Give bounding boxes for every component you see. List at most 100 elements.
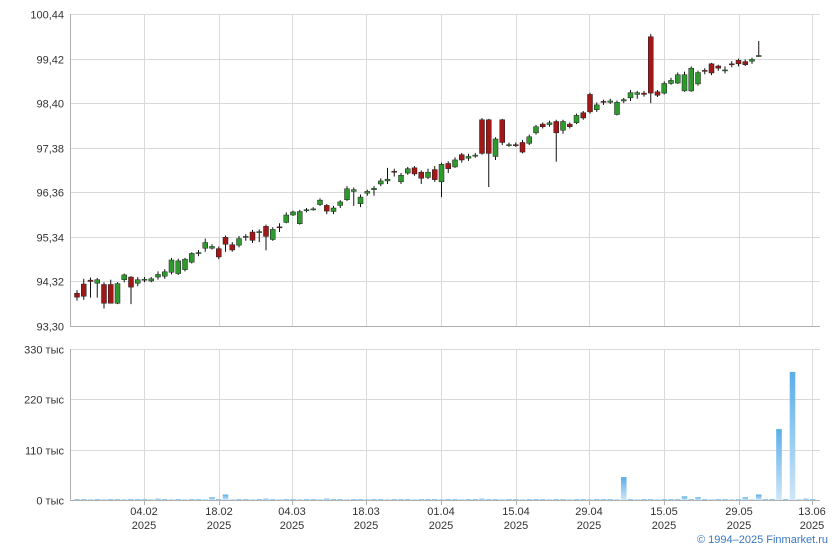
candle-up: [627, 92, 634, 99]
volume-bar: [256, 499, 263, 501]
volume-bar: [310, 499, 317, 501]
volume-bar: [695, 497, 701, 500]
candle-up: [472, 154, 478, 157]
candle-up: [290, 211, 296, 216]
candle-down: [513, 144, 519, 146]
candle-down: [486, 119, 492, 154]
candle-up: [303, 209, 310, 212]
x-tick-day-label: 18.02: [205, 506, 233, 518]
candle-up: [722, 69, 728, 72]
x-tick-day-label: 01.04: [427, 506, 455, 518]
candle-down: [729, 63, 735, 66]
candle-down: [391, 171, 397, 173]
volume-bar: [776, 429, 782, 500]
candle-down: [263, 226, 269, 237]
candle-down: [229, 244, 235, 251]
x-tick-day-label: 13.06: [798, 506, 826, 518]
volume-y-tick-label: 220 тыс: [24, 395, 64, 407]
candle-down: [641, 92, 647, 95]
x-tick-year-label: 2025: [577, 520, 601, 532]
volume-bar: [431, 499, 438, 501]
volume-bar: [782, 499, 789, 501]
volume-bar: [620, 477, 627, 500]
candle-up: [283, 214, 289, 223]
volume-bar: [661, 499, 668, 501]
candle-up: [573, 115, 580, 124]
candle-down: [249, 231, 256, 241]
x-tick-year-label: 2025: [652, 520, 676, 532]
volume-bar: [755, 494, 762, 500]
volume-bar: [263, 498, 269, 500]
candle-down: [735, 60, 742, 65]
volume-bar: [114, 499, 121, 501]
candle-up: [162, 271, 168, 277]
candle-down: [587, 94, 593, 113]
volume-bar: [222, 494, 229, 500]
volume-bar: [80, 499, 87, 501]
volume-bar: [674, 499, 681, 501]
candle-up: [405, 168, 411, 174]
volume-bar: [155, 498, 161, 500]
x-tick-day-label: 29.05: [725, 506, 753, 518]
candle-up: [330, 207, 337, 212]
volume-bar: [371, 499, 377, 501]
volume-bar: [701, 499, 708, 501]
volume-bar: [573, 499, 580, 501]
price-y-tick-label: 99,42: [36, 55, 64, 67]
volume-bar: [74, 499, 80, 501]
volume-bar: [445, 499, 452, 501]
candle-up: [749, 59, 755, 62]
candle-down: [742, 61, 748, 65]
volume-bar: [506, 499, 512, 501]
candle-up: [560, 121, 566, 131]
candle-up: [141, 278, 148, 281]
price-y-tick-label: 98,40: [36, 99, 64, 111]
candle-down: [540, 123, 546, 127]
copyright-text[interactable]: © 1994–2025 Finmarket.ru: [696, 534, 828, 546]
volume-bar: [580, 499, 587, 501]
candle-down: [715, 65, 721, 69]
candle-up: [594, 104, 600, 110]
volume-bar: [404, 499, 411, 501]
candle-down: [411, 167, 418, 175]
x-tick-day-label: 04.02: [130, 506, 158, 518]
volume-bar: [94, 499, 101, 501]
volume-bar: [647, 499, 654, 501]
volume-bar: [269, 499, 276, 501]
candle-down: [499, 119, 505, 143]
volume-bar: [337, 499, 344, 501]
volume-bar: [357, 499, 364, 501]
volume-bar: [600, 499, 607, 501]
candle-down: [553, 121, 559, 134]
candle-down: [600, 101, 607, 103]
candle-up: [695, 72, 701, 85]
volume-bar: [452, 499, 458, 501]
candle-up: [297, 211, 303, 224]
x-tick-year-label: 2025: [727, 520, 751, 532]
candle-up: [526, 136, 532, 144]
volume-bar: [472, 499, 479, 501]
candle-down: [418, 171, 424, 179]
candle-down: [654, 91, 661, 96]
volume-bar: [681, 496, 688, 500]
volume-bar: [290, 499, 296, 501]
candle-up: [182, 258, 188, 270]
candle-down: [445, 163, 451, 169]
candle-down: [276, 226, 283, 229]
candle-down: [216, 248, 222, 258]
volume-bar: [526, 499, 533, 501]
volume-bar: [553, 499, 560, 501]
price-y-tick-label: 95,34: [36, 233, 64, 245]
candle-up: [317, 199, 323, 205]
candle-up: [634, 92, 640, 95]
volume-bar: [209, 497, 215, 500]
volume-bar: [803, 498, 809, 500]
volume-bar: [377, 499, 384, 501]
candle-up: [148, 278, 154, 282]
x-tick-day-label: 15.04: [502, 506, 530, 518]
volume-y-tick-label: 0 тыс: [36, 496, 64, 508]
candle-up: [621, 99, 627, 102]
candle-up: [668, 80, 674, 84]
